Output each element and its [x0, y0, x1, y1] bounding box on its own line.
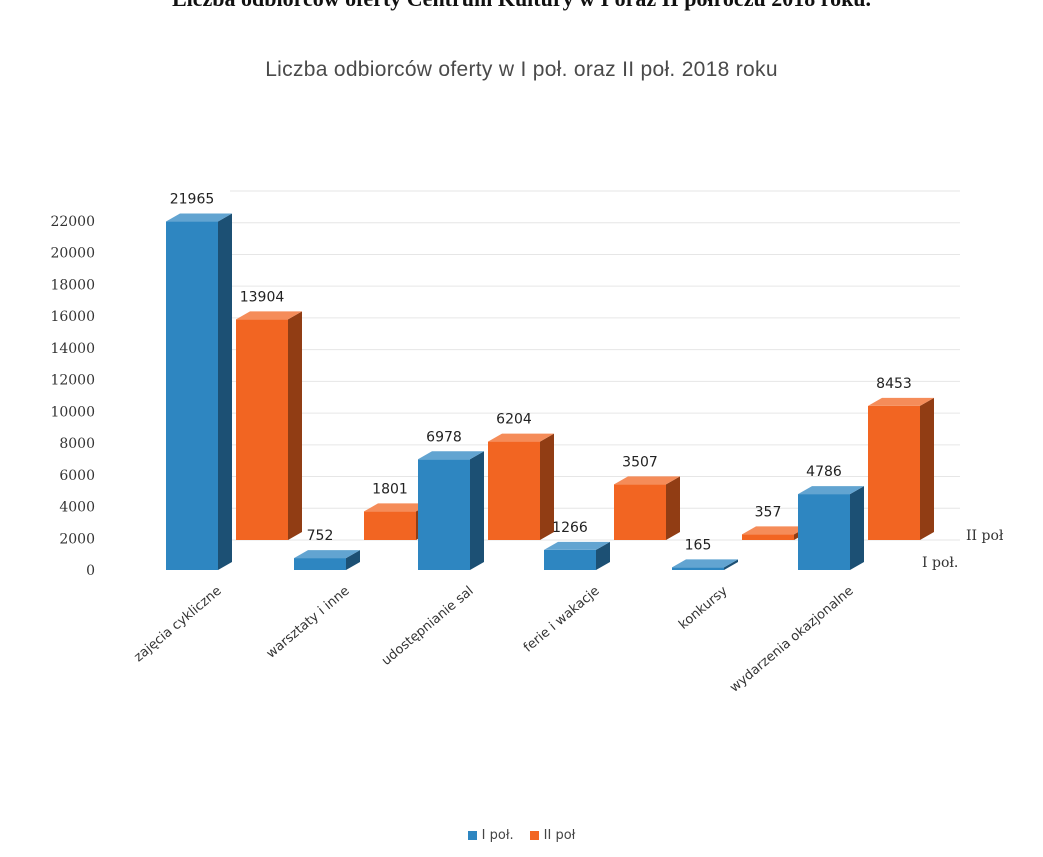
- series-1-bars: [166, 213, 864, 570]
- bar-front: [672, 567, 724, 570]
- category-label: zajęcia cykliczne: [131, 584, 224, 666]
- data-label-series-1: 21965: [170, 192, 215, 208]
- bar-side: [920, 397, 934, 540]
- bar-front: [166, 221, 218, 570]
- category-label: konkursy: [676, 583, 731, 632]
- y-tick-label: 22000: [50, 214, 95, 230]
- data-label-series-1: 1266: [552, 520, 588, 536]
- bar-front: [294, 558, 346, 570]
- series-2-bars: [236, 311, 934, 540]
- data-label-series-2: 6204: [496, 412, 532, 428]
- bar-side: [850, 486, 864, 570]
- bar-front: [614, 484, 666, 540]
- data-label-series-2: 3507: [622, 454, 658, 470]
- y-tick-label: 10000: [50, 404, 95, 420]
- bar-series-2: [236, 311, 302, 540]
- bar-front: [364, 511, 416, 540]
- bar-front: [236, 319, 288, 540]
- y-tick-label: 20000: [50, 246, 95, 262]
- bar-series-1: [672, 559, 738, 570]
- legend-item-series-1: I poł.: [467, 828, 514, 843]
- y-tick-label: 2000: [59, 531, 95, 547]
- data-labels: 21965 752 6978 1266 165 4786 13904 1801 6204 3507…: [170, 192, 912, 554]
- bar-side: [540, 433, 554, 540]
- bar-series-1: [166, 213, 232, 570]
- bar-side: [666, 476, 680, 540]
- category-label: warsztaty i inne: [264, 584, 353, 662]
- bar-series-2: [868, 397, 934, 540]
- y-tick-label: 14000: [50, 341, 95, 357]
- data-label-series-2: 8453: [876, 376, 912, 392]
- data-label-series-2: 357: [755, 504, 782, 520]
- data-label-series-1: 165: [685, 537, 712, 553]
- bar-top: [868, 397, 934, 406]
- series-depth-labels: II poł I poł.: [922, 528, 1004, 571]
- bar-series-2: [488, 433, 554, 540]
- y-tick-label: 6000: [59, 468, 95, 484]
- depth-label-series-2: II poł: [966, 528, 1004, 544]
- bar-series-1: [294, 550, 360, 570]
- bar-side: [288, 311, 302, 540]
- data-label-series-2: 1801: [372, 481, 408, 497]
- depth-label-series-1: I poł.: [922, 555, 958, 571]
- legend-label-series-2: II poł: [543, 828, 576, 843]
- bar-front: [418, 459, 470, 570]
- y-tick-label: 18000: [50, 277, 95, 293]
- bar-side: [596, 541, 610, 570]
- bar-side: [346, 550, 360, 570]
- legend: I poł. II poł: [0, 828, 1043, 843]
- bar-top: [742, 526, 808, 535]
- legend-swatch-series-1: [467, 831, 477, 840]
- data-label-series-1: 6978: [426, 429, 462, 445]
- bar-top: [166, 213, 232, 222]
- y-tick-label: 8000: [59, 436, 95, 452]
- bar-front: [868, 405, 920, 540]
- y-tick-label: 16000: [50, 309, 95, 325]
- bar-series-2: [614, 476, 680, 540]
- bar-side: [470, 451, 484, 570]
- chart-title: Liczba odbiorców oferty w I poł. oraz II…: [265, 58, 778, 81]
- category-label: wydarzenia okazjonalne: [727, 584, 856, 696]
- bar-series-1: [544, 541, 610, 570]
- bar-top: [798, 486, 864, 495]
- legend-swatch-series-2: [529, 831, 539, 840]
- data-label-series-1: 752: [307, 528, 334, 544]
- gridlines: [230, 190, 960, 541]
- x-axis: zajęcia cykliczne warsztaty i inne udostęp…: [131, 583, 856, 695]
- category-label: udostępnianie sal: [379, 584, 477, 669]
- page-header: Liczba odbiorców oferty Centrum Kultury …: [0, 0, 1043, 12]
- bar-top: [544, 541, 610, 550]
- data-label-series-1: 4786: [806, 464, 842, 480]
- y-tick-label: 12000: [50, 373, 95, 389]
- legend-label-series-1: I poł.: [481, 828, 514, 843]
- bar-front: [544, 549, 596, 570]
- legend-item-series-2: II poł: [529, 828, 576, 843]
- category-label: ferie i wakacje: [521, 584, 603, 656]
- bar-top: [418, 451, 484, 460]
- data-label-series-2: 13904: [240, 289, 285, 305]
- bar-series-1: [418, 451, 484, 570]
- bar-top: [614, 476, 680, 485]
- bar-front: [742, 534, 794, 540]
- bar-top: [364, 503, 430, 512]
- bar-side: [724, 559, 738, 570]
- y-tick-label: 0: [86, 563, 95, 579]
- y-tick-label: 4000: [59, 500, 95, 516]
- bar-front: [798, 494, 850, 570]
- y-axis: 0 2000 4000 6000 8000 10000 12000 14000 16000 180…: [50, 214, 95, 579]
- bar-series-1: [798, 486, 864, 570]
- bar-top: [294, 550, 360, 559]
- bar-top: [236, 311, 302, 320]
- bar-front: [488, 441, 540, 540]
- bar-top: [672, 559, 738, 568]
- bar-side: [218, 213, 232, 570]
- bar-top: [488, 433, 554, 442]
